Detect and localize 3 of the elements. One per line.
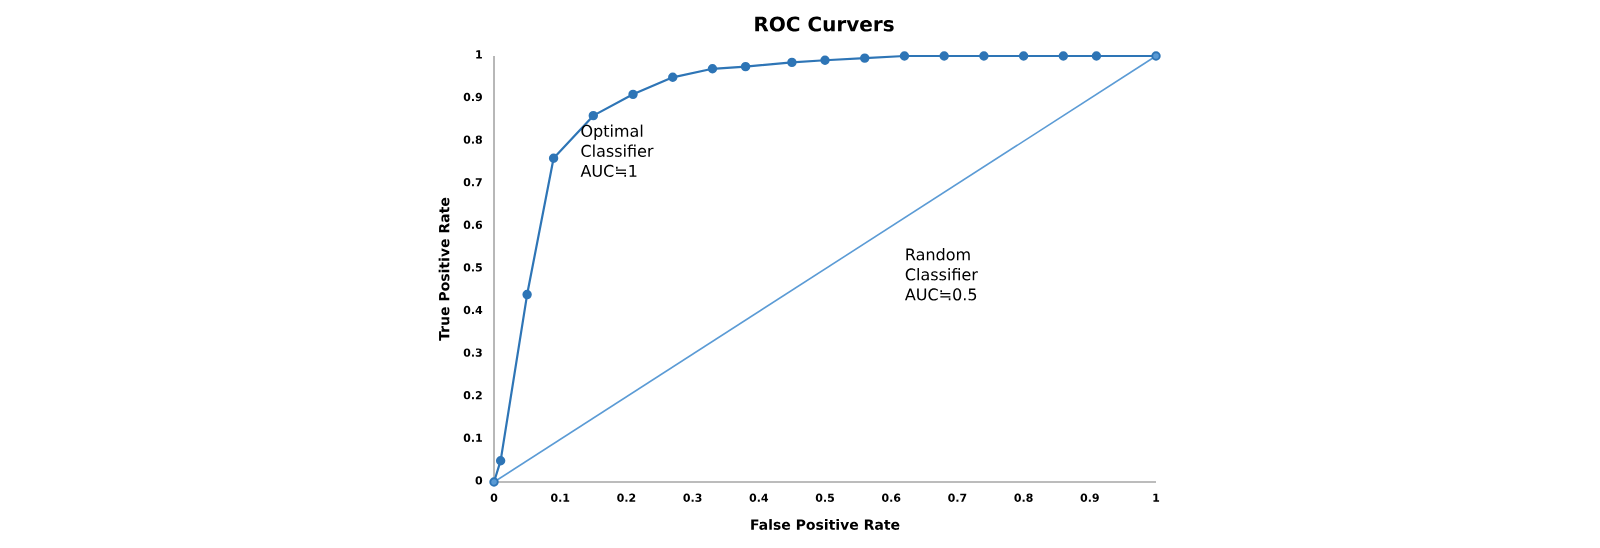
chart-title: ROC Curvers bbox=[755, 16, 894, 32]
annotation: Optimal Classifier AUC≒1 bbox=[580, 124, 654, 177]
annotation: Random Classifier AUC≒0.5 bbox=[904, 248, 978, 301]
